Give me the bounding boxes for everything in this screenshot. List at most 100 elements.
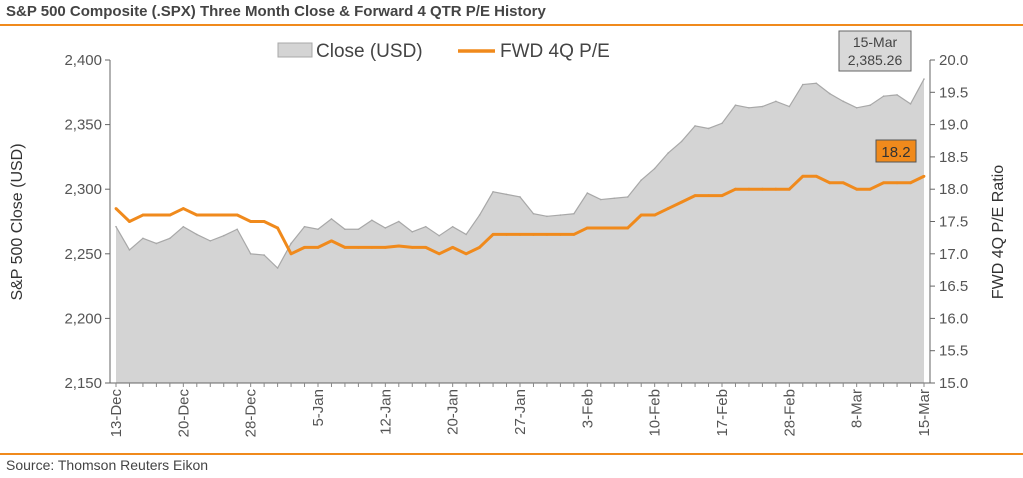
legend-close-swatch [277,42,313,58]
close-point [573,212,575,215]
chart-area: Close (USD) FWD 4Q P/E 2,1502,2002,2502,… [9,30,1007,437]
x-tick-label: 28-Dec [243,389,260,438]
pe-point [518,233,522,236]
x-tick-label: 15-Mar [916,389,933,437]
close-point [451,225,454,228]
y-tick-label: 2,250 [64,246,102,263]
close-point [438,234,441,237]
pe-point [195,213,199,217]
y-tick-label: 2,400 [64,52,102,69]
pe-point [545,233,549,236]
close-point [802,83,804,86]
pe-point [666,207,670,210]
pe-point [357,245,360,249]
close-point [519,196,521,198]
pe-point [868,187,872,191]
close-area [116,79,924,383]
pe-point [141,213,145,217]
close-point [505,193,508,196]
pe-point [585,226,589,230]
pe-annotation-value: 18.2 [881,144,910,161]
legend: Close (USD) FWD 4Q P/E [277,41,610,62]
pe-point [720,194,724,198]
close-point [694,125,696,127]
pe-point [181,207,185,210]
close-point [626,196,629,198]
pe-point [424,245,428,249]
close-point [613,197,616,200]
pe-point [814,174,818,178]
pe-point [289,252,293,256]
tick-labels: 2,150 2,200 2,250 2,300 2,350 2,400 15.0 15.5 16… [64,52,968,437]
close-point [842,100,844,103]
close-point [815,82,818,85]
close-point [721,122,723,125]
x-tick-label: 28-Feb [781,389,798,437]
x-tick-label: 8-Mar [849,389,866,428]
pe-point [464,252,468,256]
close-point [196,233,198,236]
pe-point [397,244,401,248]
pe-point [410,245,414,249]
close-point [546,215,548,218]
y2-tick-label: 17.0 [939,246,968,263]
y2-tick-label: 18.5 [939,149,968,166]
close-point [640,179,642,181]
close-point [317,228,319,231]
close-point [909,103,912,105]
close-point [222,234,225,237]
pe-point [128,220,131,223]
y-tick-label: 2,200 [64,310,102,327]
y2-tick-label: 16.0 [939,310,968,327]
close-point [169,237,171,240]
pe-point [707,194,710,198]
pe-point [909,181,912,185]
close-point [371,219,373,222]
pe-point [208,213,212,217]
close-point [357,228,360,231]
pe-point [168,213,172,217]
close-point [249,253,252,255]
pe-point [922,174,926,178]
pe-point [653,213,657,217]
pe-point [747,187,751,191]
x-tick-label: 3-Feb [579,389,596,428]
pe-point [330,239,333,243]
pe-point [680,200,683,204]
pe-point [437,252,441,256]
close-point [411,231,414,233]
pe-point [599,226,603,230]
pe-point [841,181,845,185]
x-tick-label: 20-Dec [175,389,192,438]
pe-point [383,245,387,249]
pe-point [801,174,805,178]
pe-point [693,194,697,198]
pe-point [895,181,899,185]
pe-point [249,220,253,223]
close-point [276,267,279,269]
pe-point [235,213,239,217]
close-annotation-value: 2,385.26 [848,52,903,68]
chart-title: S&P 500 Composite (.SPX) Three Month Clo… [6,3,546,20]
pe-point [532,233,535,236]
y-axis-title: S&P 500 Close (USD) [9,143,26,300]
pe-point [855,187,859,191]
y2-tick-label: 17.5 [939,214,968,231]
x-tick-label: 5-Jan [310,389,327,427]
close-point [532,212,535,215]
x-tick-label: 13-Dec [108,389,125,438]
pe-point [262,220,266,223]
pe-point [370,245,374,249]
y-tick-label: 2,300 [64,181,102,198]
y2-tick-label: 15.0 [939,375,968,392]
close-point [748,107,750,109]
pe-point [303,245,306,249]
close-point [182,225,185,228]
axes [105,59,935,387]
pe-point [451,245,455,249]
close-point [600,198,602,201]
close-annotation-date: 15-Mar [853,34,898,50]
y2-tick-label: 15.5 [939,343,968,360]
pe-point [882,181,885,185]
y2-tick-label: 19.0 [939,117,968,134]
